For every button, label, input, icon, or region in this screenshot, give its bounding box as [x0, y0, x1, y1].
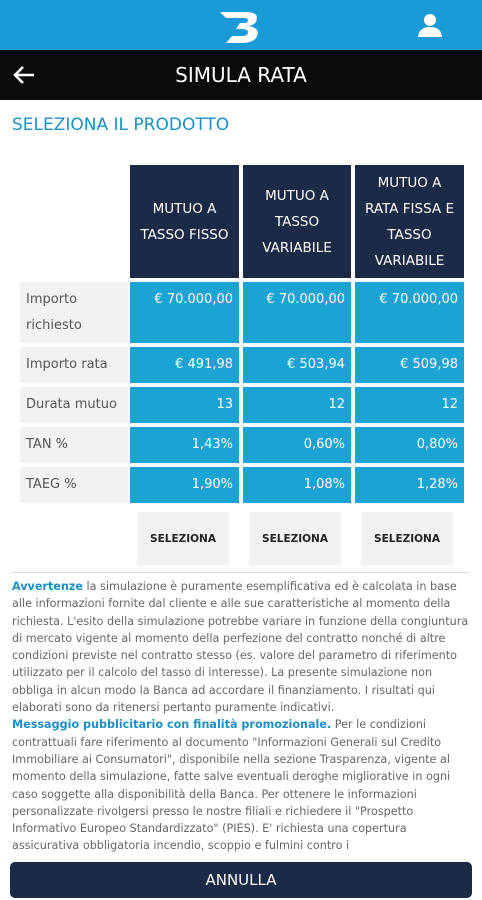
cell-value: € 503,94	[243, 347, 351, 383]
column-header: MUTUO A RATA FISSA E TASSO VARIABILE	[355, 165, 464, 278]
cell-value: € 70.000,00	[243, 282, 351, 343]
row-label: TAN %	[20, 427, 128, 463]
disclaimer-lead: Avvertenze	[12, 580, 83, 593]
select-button[interactable]: SELEZIONA	[249, 512, 341, 565]
disclaimer: Avvertenze la simulazione è puramente es…	[12, 578, 470, 855]
row-label: Importo rata	[20, 347, 128, 383]
disclaimer-body: la simulazione è puramente esemplificati…	[12, 580, 469, 715]
cell-value: 1,28%	[355, 467, 464, 503]
top-bar	[0, 0, 482, 50]
cell-value: 13	[130, 387, 239, 423]
disclaimer-paragraph: Avvertenze la simulazione è puramente es…	[12, 578, 470, 716]
row-label: Importo richiesto	[20, 282, 128, 343]
page-title: SIMULA RATA	[175, 63, 307, 87]
cell-value: 0,80%	[355, 427, 464, 463]
column-header: MUTUO A TASSO FISSO	[130, 165, 239, 278]
row-label: TAEG %	[20, 467, 128, 503]
cell-value: 12	[243, 387, 351, 423]
disclaimer-body: Per le condizioni contrattuali fare rife…	[12, 718, 451, 853]
cancel-button[interactable]: ANNULLA	[10, 862, 472, 898]
cell-value: 0,60%	[243, 427, 351, 463]
select-button[interactable]: SELEZIONA	[137, 512, 229, 565]
disclaimer-lead: Messaggio pubblicitario con finalità pro…	[12, 718, 332, 732]
cell-value: 1,43%	[130, 427, 239, 463]
cell-value: € 70.000,00	[355, 282, 464, 343]
user-icon[interactable]	[417, 13, 443, 37]
cell-value: 1,90%	[130, 467, 239, 503]
cell-value: € 70.000,00	[130, 282, 239, 343]
back-button[interactable]	[12, 65, 36, 85]
row-label: Durata mutuo	[20, 387, 128, 423]
disclaimer-paragraph: Messaggio pubblicitario con finalità pro…	[12, 716, 470, 854]
section-title: SELEZIONA IL PRODOTTO	[12, 115, 230, 135]
select-button[interactable]: SELEZIONA	[361, 512, 453, 565]
cell-value: € 509,98	[355, 347, 464, 383]
title-bar: SIMULA RATA	[0, 50, 482, 100]
cell-value: 12	[355, 387, 464, 423]
column-header: MUTUO A TASSO VARIABILE	[243, 165, 351, 278]
cell-value: € 491,98	[130, 347, 239, 383]
cell-value: 1,08%	[243, 467, 351, 503]
logo	[220, 12, 258, 43]
separator	[12, 572, 470, 573]
